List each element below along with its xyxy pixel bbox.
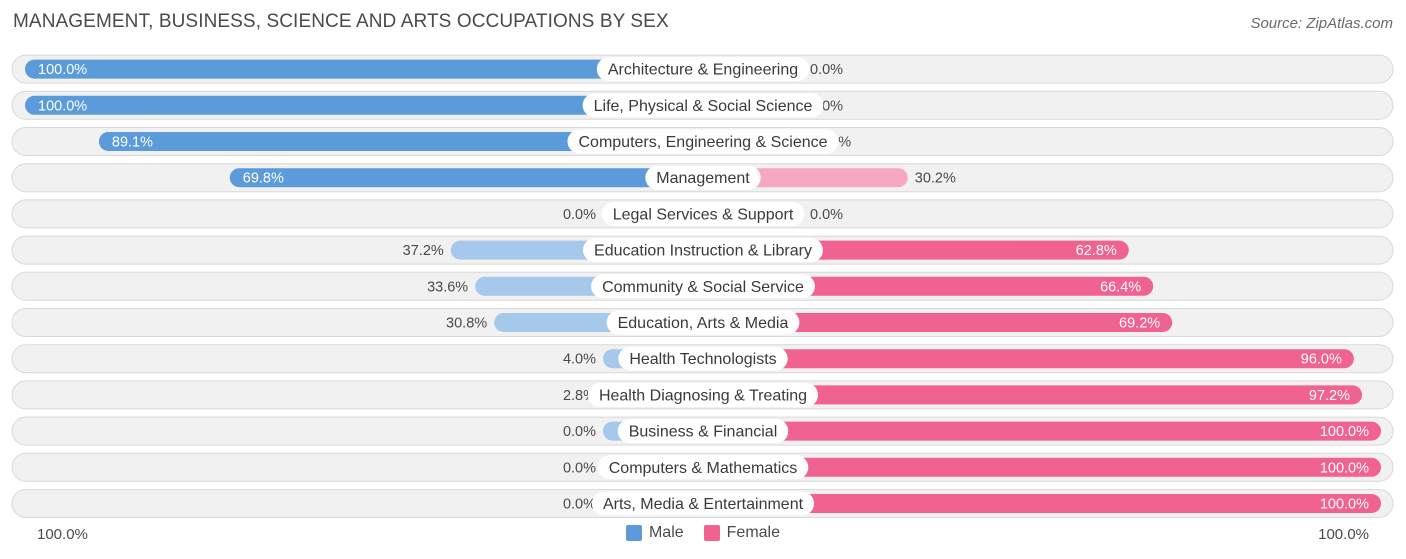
category-label-background — [587, 382, 819, 407]
category-label-background — [582, 93, 824, 118]
bar-female — [703, 385, 1363, 405]
bar-female — [703, 494, 1381, 513]
category-label: Arts, Media & Entertainment — [603, 496, 804, 513]
legend-swatch-female — [703, 525, 720, 541]
legend: Male Female — [0, 524, 1406, 542]
bar-female — [703, 349, 1354, 369]
value-label-male: 30.8% — [446, 316, 487, 332]
legend-item-male: Male — [625, 524, 684, 542]
category-label-background — [601, 201, 805, 226]
value-label-male: 100.0% — [38, 98, 87, 114]
value-label-female: 0.0% — [810, 207, 843, 223]
chart-title: MANAGEMENT, BUSINESS, SCIENCE AND ARTS O… — [13, 11, 669, 32]
bar-male — [25, 95, 703, 115]
legend-swatch-male — [625, 525, 642, 541]
bar-female — [703, 457, 1381, 477]
legend-item-female: Female — [703, 524, 781, 542]
bar-female — [703, 313, 1173, 332]
category-label-background — [597, 455, 809, 480]
value-label-male: 33.6% — [427, 279, 468, 295]
value-label-male: 0.0% — [563, 460, 596, 476]
value-label-male: 69.8% — [243, 171, 284, 187]
value-label-male: 37.2% — [403, 243, 444, 259]
category-label: Life, Physical & Social Science — [594, 98, 813, 115]
value-label-female: 97.2% — [1309, 388, 1350, 404]
category-label: Health Technologists — [629, 351, 776, 368]
category-label-background — [645, 165, 761, 190]
value-label-male: 0.0% — [563, 424, 596, 440]
value-label-male: 0.0% — [563, 497, 596, 513]
category-label: Architecture & Engineering — [608, 62, 798, 79]
category-label-background — [617, 419, 789, 444]
value-label-female: 100.0% — [1320, 497, 1369, 513]
bar-chart: 100.0% 0.0% Architecture & Engineering 100.… — [11, 54, 1394, 518]
value-label-female: 0.0% — [810, 62, 843, 78]
value-label-female: 100.0% — [1320, 424, 1369, 440]
category-label-background — [596, 57, 810, 82]
bar-female — [703, 276, 1154, 296]
legend-label-male: Male — [648, 524, 684, 541]
value-label-male: 4.0% — [563, 352, 596, 368]
category-label: Management — [656, 170, 750, 187]
value-label-female: 66.4% — [1100, 279, 1141, 295]
value-label-male: 0.0% — [563, 207, 596, 223]
legend-label-female: Female — [726, 524, 781, 541]
category-label: Computers & Mathematics — [609, 460, 798, 477]
value-label-male: 89.1% — [112, 135, 153, 151]
category-label-background — [606, 310, 800, 335]
value-label-male: 100.0% — [38, 62, 87, 78]
category-label: Education, Arts & Media — [618, 315, 789, 332]
bar-male — [229, 168, 704, 188]
value-label-female: 100.0% — [1320, 460, 1369, 476]
value-label-female: 62.8% — [1076, 243, 1117, 259]
category-label: Computers, Engineering & Science — [578, 134, 827, 151]
category-label-background — [591, 274, 815, 299]
axis-left-label: 100.0% — [37, 526, 88, 543]
value-label-female: 96.0% — [1301, 352, 1342, 368]
value-label-female: 69.2% — [1119, 316, 1160, 332]
category-label-background — [567, 129, 839, 154]
category-label: Health Diagnosing & Treating — [599, 387, 807, 404]
category-label-background — [618, 346, 788, 371]
category-label: Community & Social Service — [602, 279, 804, 296]
bar-female — [703, 421, 1381, 441]
category-label: Legal Services & Support — [613, 206, 794, 223]
category-label-background — [583, 238, 823, 263]
bar-male — [25, 59, 703, 79]
category-label: Business & Financial — [629, 424, 778, 441]
source-label: Source: ZipAtlas.com — [1250, 15, 1393, 32]
axis-right-label: 100.0% — [1318, 526, 1369, 543]
value-label-female: 30.2% — [915, 171, 956, 187]
bar-male — [98, 132, 704, 151]
category-label: Education Instruction & Library — [594, 243, 812, 260]
category-label-background — [591, 491, 815, 516]
value-label-male: 2.8% — [563, 388, 596, 404]
